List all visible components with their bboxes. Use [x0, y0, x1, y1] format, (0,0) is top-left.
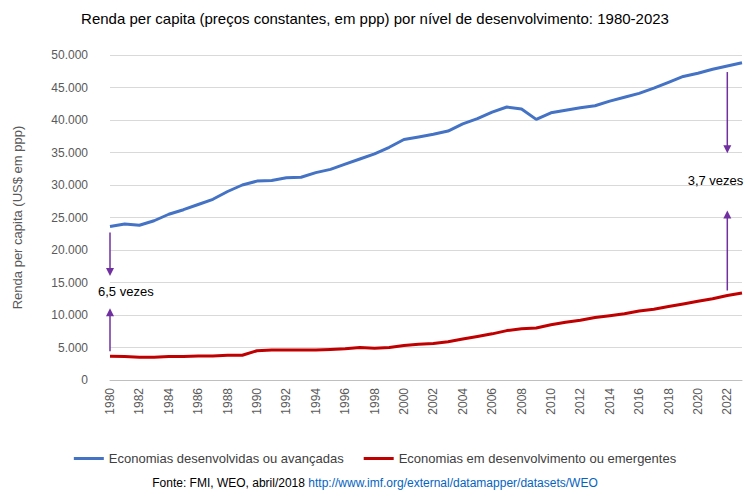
svg-text:2020: 2020 — [691, 388, 705, 415]
svg-text:1990: 1990 — [250, 388, 264, 415]
svg-text:1988: 1988 — [221, 388, 235, 415]
svg-text:1980: 1980 — [103, 388, 117, 415]
svg-text:Renda per capita (US$ em ppp): Renda per capita (US$ em ppp) — [10, 126, 25, 310]
svg-text:Fonte: FMI, WEO, abril/2018: Fonte: FMI, WEO, abril/2018 — [152, 476, 305, 490]
svg-text:3,7 vezes: 3,7 vezes — [688, 173, 744, 188]
svg-text:2000: 2000 — [397, 388, 411, 415]
svg-text:1996: 1996 — [338, 388, 352, 415]
svg-text:1998: 1998 — [368, 388, 382, 415]
svg-text:2012: 2012 — [573, 388, 587, 415]
svg-text:25.000: 25.000 — [51, 211, 88, 225]
svg-text:2010: 2010 — [544, 388, 558, 415]
svg-text:2022: 2022 — [720, 388, 734, 415]
svg-text:2008: 2008 — [515, 388, 529, 415]
svg-text:1982: 1982 — [132, 388, 146, 415]
svg-text:2016: 2016 — [632, 388, 646, 415]
svg-text:1984: 1984 — [162, 388, 176, 415]
svg-text:2006: 2006 — [485, 388, 499, 415]
svg-text:0: 0 — [81, 373, 88, 387]
svg-text:20.000: 20.000 — [51, 243, 88, 257]
svg-text:6,5 vezes: 6,5 vezes — [98, 284, 154, 299]
svg-text:15.000: 15.000 — [51, 276, 88, 290]
svg-text:2014: 2014 — [603, 388, 617, 415]
svg-text:30.000: 30.000 — [51, 178, 88, 192]
svg-text:1992: 1992 — [279, 388, 293, 415]
svg-text:10.000: 10.000 — [51, 308, 88, 322]
svg-text:2002: 2002 — [426, 388, 440, 415]
svg-text:50.000: 50.000 — [51, 48, 88, 62]
svg-text:45.000: 45.000 — [51, 81, 88, 95]
svg-text:40.000: 40.000 — [51, 113, 88, 127]
svg-text:5.000: 5.000 — [58, 341, 88, 355]
svg-text:Economias em desenvolvimento o: Economias em desenvolvimento ou emergent… — [399, 451, 677, 466]
svg-text:1986: 1986 — [191, 388, 205, 415]
svg-text:http://www.imf.org/external/da: http://www.imf.org/external/datamapper/d… — [308, 476, 597, 490]
svg-text:2004: 2004 — [456, 388, 470, 415]
svg-text:35.000: 35.000 — [51, 146, 88, 160]
svg-text:2018: 2018 — [662, 388, 676, 415]
svg-text:Renda per capita (preços const: Renda per capita (preços constantes, em … — [81, 10, 669, 27]
svg-text:Economias desenvolvidas ou ava: Economias desenvolvidas ou avançadas — [109, 451, 344, 466]
svg-text:1994: 1994 — [309, 388, 323, 415]
